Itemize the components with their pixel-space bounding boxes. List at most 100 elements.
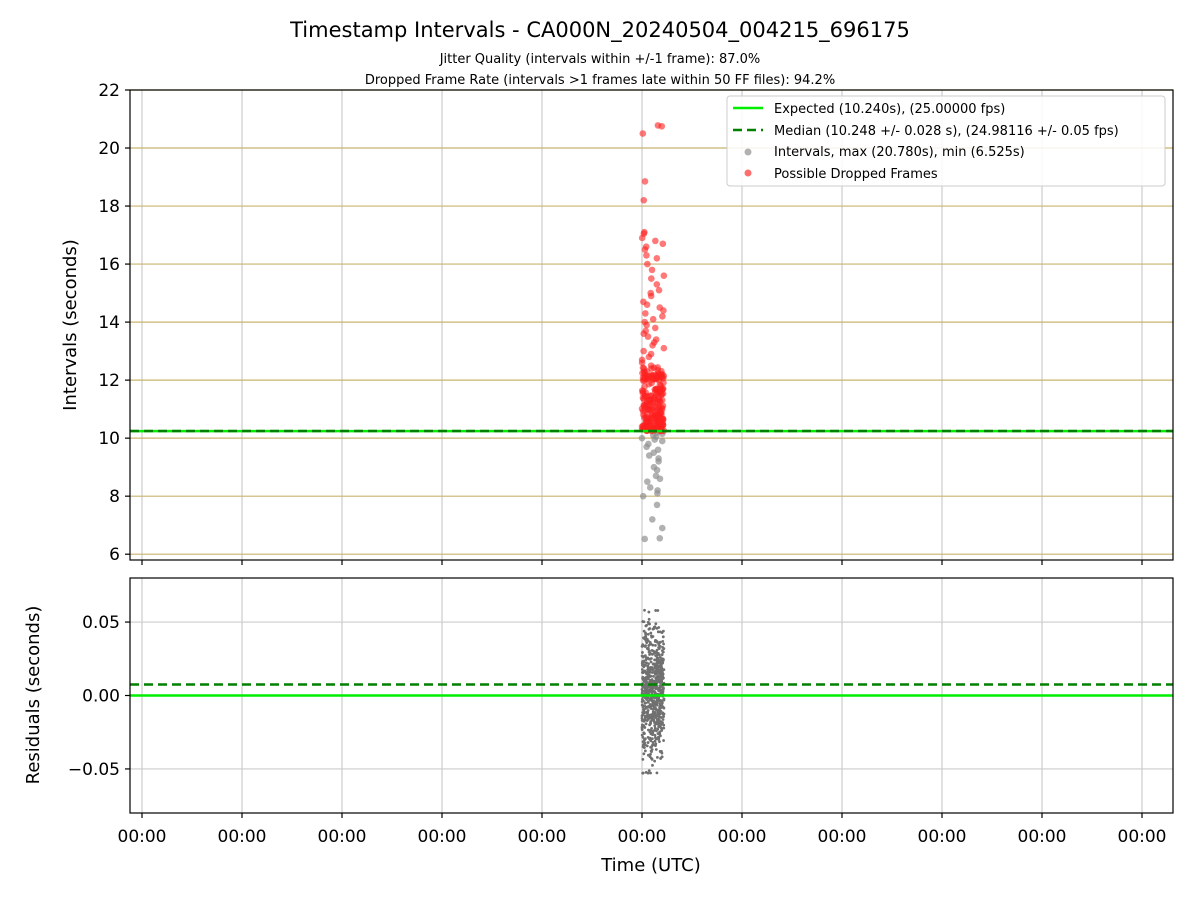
residual-point <box>658 740 661 744</box>
residual-point <box>646 646 650 650</box>
dropped-frame-point <box>655 286 663 294</box>
residual-point <box>648 703 652 706</box>
legend-dropped-marker <box>744 169 752 177</box>
dropped-frame-point <box>641 246 649 253</box>
residual-point <box>642 636 645 640</box>
residual-point <box>649 657 653 660</box>
residual-point <box>658 687 662 691</box>
residual-point <box>643 743 647 747</box>
residual-point <box>641 677 644 680</box>
residual-point <box>653 724 657 728</box>
dropped-frame-point <box>647 275 655 282</box>
residual-point <box>647 627 651 631</box>
residual-point <box>641 655 645 658</box>
residual-point <box>651 652 654 656</box>
intervals-y-axis-label: Intervals (seconds) <box>60 239 81 411</box>
dropped-frame-point <box>645 372 652 380</box>
dropped-frame-point <box>644 393 651 400</box>
dropped-frame-point <box>645 353 653 361</box>
x-tick-label: 00:00 <box>118 827 167 847</box>
residual-point <box>646 717 650 721</box>
residual-point <box>661 635 665 639</box>
residual-point <box>661 639 665 643</box>
residual-point <box>653 759 657 763</box>
residual-point <box>649 721 652 724</box>
residual-point <box>644 705 648 709</box>
residual-point <box>640 716 644 720</box>
dropped-frame-point <box>647 406 655 413</box>
residual-point <box>644 676 648 679</box>
legend-box <box>726 95 1166 187</box>
residual-point <box>654 670 658 673</box>
residual-point <box>651 668 654 672</box>
interval-point <box>644 478 651 485</box>
residual-point <box>650 678 654 681</box>
residual-point <box>658 730 662 734</box>
residual-point <box>652 704 655 708</box>
residual-point <box>642 699 645 703</box>
residual-point <box>652 627 656 630</box>
residual-point <box>651 700 654 703</box>
residual-point <box>649 771 652 775</box>
residual-point <box>641 757 645 761</box>
intervals-y-tick-label: 12 <box>98 371 120 391</box>
residual-point <box>651 707 655 711</box>
residual-point <box>658 725 661 728</box>
residuals-panel: −0.050.000.05 00:00 00:00 00:00 00:00 00:00 0… <box>23 577 1174 876</box>
interval-point <box>653 501 661 509</box>
residual-point <box>662 642 665 646</box>
residual-point <box>646 632 650 636</box>
residuals-y-tick-label: 0.00 <box>82 687 120 707</box>
residual-point <box>655 675 658 679</box>
dropped-frame-point <box>639 130 647 137</box>
residual-point <box>648 723 652 727</box>
residual-point <box>659 716 663 719</box>
residual-point <box>640 733 644 737</box>
residual-point <box>650 671 654 674</box>
interval-point <box>639 492 647 500</box>
residual-point <box>659 709 663 713</box>
residual-point <box>648 643 652 646</box>
dropped-frame-point <box>649 315 657 323</box>
intervals-plot-frame <box>129 89 1174 561</box>
intervals-panel: 6 8 10 12 14 16 18 20 22 Intervals (seconds) Exp… <box>60 81 1174 565</box>
dropped-frame-point <box>638 359 646 367</box>
residual-point <box>656 664 660 668</box>
interval-point <box>653 466 661 474</box>
residual-point <box>652 743 656 747</box>
residual-point <box>643 608 646 612</box>
residual-point <box>661 645 665 649</box>
residual-point <box>648 736 652 740</box>
residual-point <box>653 733 657 737</box>
dropped-frame-point <box>645 380 653 388</box>
residual-point <box>654 650 658 654</box>
legend-median-label: Median (10.248 +/- 0.028 s), (24.98116 +… <box>774 124 1119 139</box>
legend-intervals-marker <box>744 148 752 156</box>
residual-point <box>648 697 652 701</box>
residual-point <box>653 713 657 716</box>
residual-point <box>642 740 646 744</box>
residual-point <box>650 737 654 741</box>
residual-point <box>654 622 658 626</box>
residual-point <box>653 666 657 670</box>
residual-point <box>649 752 652 756</box>
residual-point <box>660 701 664 705</box>
residual-point <box>642 629 646 633</box>
intervals-y-tick-label: 8 <box>109 487 120 507</box>
residual-point <box>659 665 663 669</box>
dropped-frame-point <box>640 196 648 204</box>
residual-point <box>641 671 645 674</box>
residual-point <box>641 689 644 693</box>
residual-point <box>660 653 664 657</box>
residual-point <box>652 674 655 678</box>
interval-point <box>658 524 666 532</box>
interval-point <box>648 516 656 523</box>
dropped-frame-point <box>647 292 655 300</box>
intervals-y-tick-label: 6 <box>109 545 120 565</box>
dropped-frame-point <box>648 266 656 274</box>
intervals-points <box>638 122 668 543</box>
residual-point <box>645 661 648 665</box>
residual-point <box>642 746 646 750</box>
intervals-y-tick-label: 20 <box>98 139 120 159</box>
residual-point <box>660 659 664 663</box>
